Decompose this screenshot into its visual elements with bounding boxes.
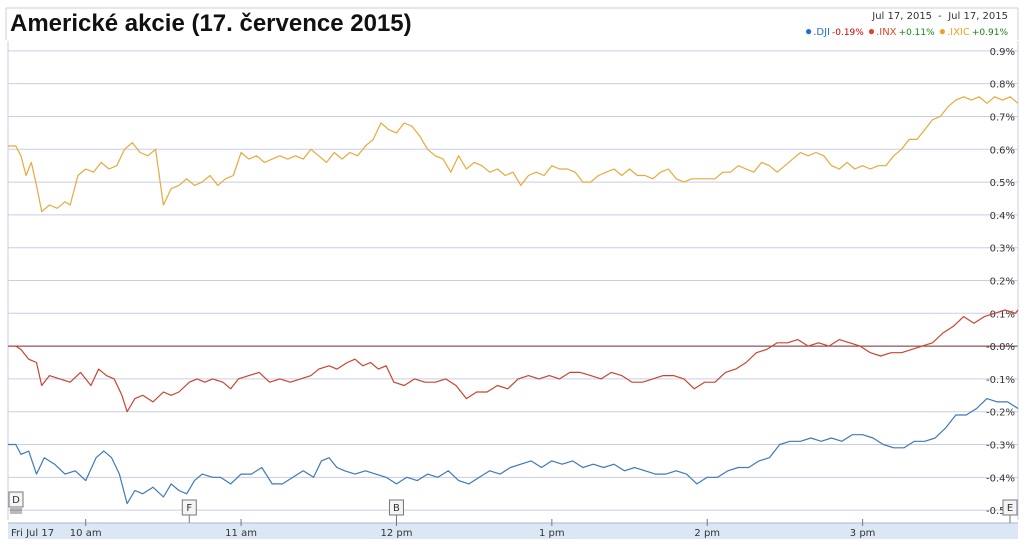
- legend-series-change: -0.19%: [832, 28, 864, 38]
- legend-series-name[interactable]: .INX: [876, 27, 897, 38]
- x-tick-label: Fri Jul 17: [11, 528, 54, 539]
- x-tick-label: 10 am: [70, 528, 102, 539]
- legend-series-name[interactable]: .IXIC: [947, 27, 970, 38]
- flag-label: E: [1007, 503, 1013, 514]
- flag-label: D: [12, 495, 20, 506]
- legend-dot: ●: [868, 24, 875, 38]
- legend-series-change: +0.11%: [899, 28, 936, 38]
- flag-label: B: [393, 503, 400, 514]
- series-inx: [8, 309, 1019, 413]
- flag-f[interactable]: F: [181, 499, 197, 523]
- series-dji: [8, 398, 1019, 505]
- y-tick-label: 0.1%: [990, 309, 1015, 320]
- date-range-end: Jul 17, 2015: [947, 11, 1008, 22]
- legend-series-change: +0.91%: [972, 28, 1009, 38]
- y-tick-label: 0.8%: [990, 80, 1015, 91]
- flag-label: F: [186, 503, 192, 514]
- x-tick-label: 12 pm: [380, 528, 412, 539]
- y-tick-label: -0.0%: [986, 342, 1015, 353]
- y-tick-label: 0.6%: [990, 145, 1015, 156]
- y-tick-label: 0.7%: [990, 112, 1015, 123]
- series-line: [8, 398, 1019, 505]
- x-axis-band: [8, 523, 1018, 539]
- legend-dot: ●: [805, 24, 812, 38]
- legend: ●.DJI -0.19% ●.INX +0.11% ●.IXIC +0.91%: [805, 24, 1008, 38]
- x-tick-label: 3 pm: [850, 528, 876, 539]
- flag-box[interactable]: [8, 491, 24, 508]
- y-tick-label: 0.3%: [990, 244, 1015, 255]
- date-range-start: Jul 17, 2015: [871, 11, 932, 22]
- flags: DF B E: [8, 491, 1018, 523]
- y-tick-label: 0.4%: [990, 211, 1015, 222]
- x-tick-label: 2 pm: [694, 528, 720, 539]
- y-axis: 0.9% 0.8% 0.7% 0.6% 0.5% 0.4% 0.3% 0.2% 0.1% -0.0…: [986, 47, 1015, 517]
- legend-series-name[interactable]: .DJI: [813, 27, 830, 38]
- flag-b[interactable]: B: [388, 499, 404, 523]
- y-tick-label: 0.5%: [990, 178, 1015, 189]
- date-range: Jul 17, 2015- Jul 17, 2015: [871, 11, 1008, 22]
- legend-dot: ●: [939, 24, 946, 38]
- series-line: [8, 96, 1019, 213]
- series-line: [8, 309, 1019, 413]
- y-tick-label: 0.9%: [990, 47, 1015, 58]
- y-tick-label: -0.1%: [986, 375, 1015, 386]
- flag-e[interactable]: E: [1002, 499, 1018, 523]
- flag-d[interactable]: D: [8, 491, 24, 514]
- date-range-separator: -: [938, 11, 942, 22]
- x-axis: Fri Jul 17 10 am 11 am 12 pm 1 pm 2 pm 3 pm: [8, 519, 1018, 539]
- x-tick-label: 1 pm: [539, 528, 565, 539]
- y-tick-label: -0.4%: [986, 473, 1015, 484]
- x-tick-label: 11 am: [225, 528, 257, 539]
- chart-title: Americké akcie (17. července 2015): [10, 10, 412, 37]
- legend-text: ●.DJI -0.19% ●.INX +0.11% ●.IXIC +0.91%: [805, 24, 1008, 38]
- y-tick-label: -0.2%: [986, 408, 1015, 419]
- series-layer: [8, 96, 1019, 505]
- y-tick-label: -0.5%: [986, 506, 1015, 517]
- y-tick-label: -0.3%: [986, 441, 1015, 452]
- grid: [7, 41, 1019, 520]
- series-ixic: [8, 96, 1019, 213]
- y-tick-label: 0.2%: [990, 277, 1015, 288]
